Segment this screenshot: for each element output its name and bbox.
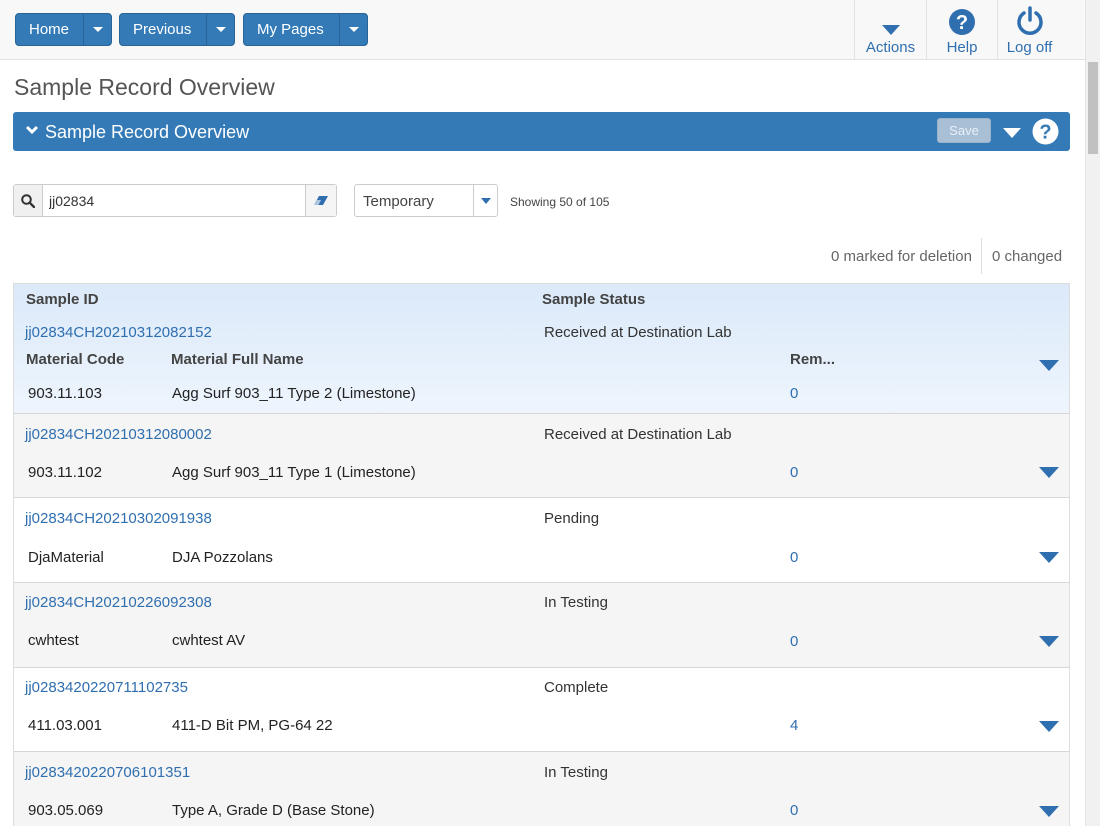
material-full-name: DJA Pozzolans (172, 549, 273, 566)
remaining-link[interactable]: 4 (790, 717, 799, 734)
remaining-link[interactable]: 0 (790, 802, 799, 819)
caret-down-icon (881, 0, 901, 36)
remaining-link[interactable]: 0 (790, 464, 799, 481)
actions-label: Actions (865, 39, 916, 56)
svg-text:?: ? (1039, 122, 1051, 144)
sample-status: In Testing (544, 594, 608, 611)
search-input[interactable] (45, 188, 303, 213)
sample-status: Received at Destination Lab (544, 324, 732, 341)
expand-row-icon[interactable] (1039, 719, 1059, 737)
panel-title: Sample Record Overview (45, 122, 250, 142)
help-icon: ? (948, 0, 976, 36)
svg-text:?: ? (956, 12, 968, 34)
sample-status: In Testing (544, 764, 608, 781)
search-box (13, 184, 337, 217)
column-header-sample-id[interactable]: Sample ID (26, 291, 99, 308)
chevron-down-icon (215, 27, 226, 32)
chevron-down-icon (348, 27, 359, 32)
table-row[interactable]: jj02834CH20210226092308 In Testing cwhte… (14, 583, 1069, 668)
record-type-value: Temporary (363, 193, 434, 210)
expand-row-icon[interactable] (1039, 465, 1059, 483)
material-full-name: Agg Surf 903_11 Type 2 (Limestone) (172, 385, 416, 402)
material-full-name: Agg Surf 903_11 Type 1 (Limestone) (172, 464, 416, 481)
record-count: Showing 50 of 105 (510, 195, 610, 209)
column-header-material-code[interactable]: Material Code (26, 351, 125, 368)
remaining-link[interactable]: 0 (790, 549, 799, 566)
home-label: Home (29, 21, 70, 38)
log-off-label: Log off (1006, 39, 1053, 56)
material-full-name: cwhtest AV (172, 632, 246, 649)
table-row[interactable]: jj0283420220706101351 In Testing 903.05.… (14, 752, 1069, 826)
my-pages-label: My Pages (257, 21, 324, 38)
vertical-scrollbar[interactable] (1085, 0, 1100, 826)
search-icon[interactable] (14, 185, 43, 216)
actions-menu[interactable]: Actions (854, 0, 926, 60)
material-code: 411.03.001 (28, 717, 102, 734)
home-dropdown-caret[interactable] (83, 14, 111, 45)
sample-id-link[interactable]: jj02834CH20210226092308 (25, 594, 212, 611)
table-row[interactable]: jj0283420220711102735 Complete 411.03.00… (14, 668, 1069, 752)
help-menu[interactable]: ? Help (926, 0, 997, 60)
record-type-select[interactable]: Temporary (354, 184, 498, 217)
power-icon (1016, 0, 1044, 36)
previous-button[interactable]: Previous (119, 13, 235, 46)
sample-record-table: Sample ID Sample Status jj02834CH2021031… (13, 283, 1070, 826)
material-full-name: Type A, Grade D (Base Stone) (172, 802, 375, 819)
table-row[interactable]: Sample ID Sample Status jj02834CH2021031… (14, 284, 1069, 414)
my-pages-button[interactable]: My Pages (243, 13, 368, 46)
column-header-material-full-name[interactable]: Material Full Name (171, 351, 304, 368)
sample-id-link[interactable]: jj0283420220711102735 (25, 679, 188, 696)
material-code: DjaMaterial (28, 549, 104, 566)
column-header-remaining[interactable]: Rem... (790, 351, 836, 368)
expand-row-icon[interactable] (1039, 358, 1059, 376)
home-button[interactable]: Home (15, 13, 112, 46)
top-navigation-bar: Home Previous My Pages Actions ? Help Lo… (0, 0, 1085, 60)
marked-for-deletion-count: 0 marked for deletion (831, 248, 972, 265)
table-row[interactable]: jj02834CH20210312080002 Received at Dest… (14, 414, 1069, 498)
material-code: 903.05.069 (28, 802, 104, 819)
chevron-down-icon (92, 27, 103, 32)
sample-id-link[interactable]: jj0283420220706101351 (25, 764, 191, 781)
sample-status: Complete (544, 679, 609, 696)
material-code: 903.11.103 (28, 385, 102, 402)
expand-row-icon[interactable] (1039, 550, 1059, 568)
expand-row-icon[interactable] (1039, 804, 1059, 822)
caret-down-icon[interactable] (473, 185, 497, 216)
sample-id-link[interactable]: jj02834CH20210312080002 (25, 426, 212, 443)
changed-count: 0 changed (992, 248, 1063, 265)
chevron-down-icon[interactable] (25, 123, 39, 142)
my-pages-dropdown-caret[interactable] (339, 14, 367, 45)
log-off-menu[interactable]: Log off (997, 0, 1061, 60)
material-code: cwhtest (28, 632, 79, 649)
sample-id-link[interactable]: jj02834CH20210302091938 (25, 510, 212, 527)
scrollbar-thumb[interactable] (1088, 62, 1098, 154)
column-header-sample-status[interactable]: Sample Status (542, 291, 646, 308)
previous-dropdown-caret[interactable] (206, 14, 234, 45)
help-icon[interactable]: ? (1032, 118, 1059, 150)
help-label: Help (946, 39, 978, 56)
eraser-icon[interactable] (305, 185, 336, 216)
caret-down-icon[interactable] (1003, 126, 1021, 144)
previous-label: Previous (133, 21, 192, 38)
sample-id-link[interactable]: jj02834CH20210312082152 (25, 324, 212, 341)
page-title: Sample Record Overview (14, 74, 275, 100)
sample-status: Received at Destination Lab (544, 426, 732, 443)
material-code: 903.11.102 (28, 464, 102, 481)
table-row[interactable]: jj02834CH20210302091938 Pending DjaMater… (14, 498, 1069, 583)
material-full-name: 411-D Bit PM, PG-64 22 (172, 717, 333, 734)
divider (981, 238, 982, 274)
save-button[interactable]: Save (937, 118, 991, 143)
panel-header: Sample Record Overview Save ? (13, 112, 1070, 151)
remaining-link[interactable]: 0 (790, 633, 799, 650)
expand-row-icon[interactable] (1039, 634, 1059, 652)
sample-status: Pending (544, 510, 600, 527)
remaining-link[interactable]: 0 (790, 385, 799, 402)
